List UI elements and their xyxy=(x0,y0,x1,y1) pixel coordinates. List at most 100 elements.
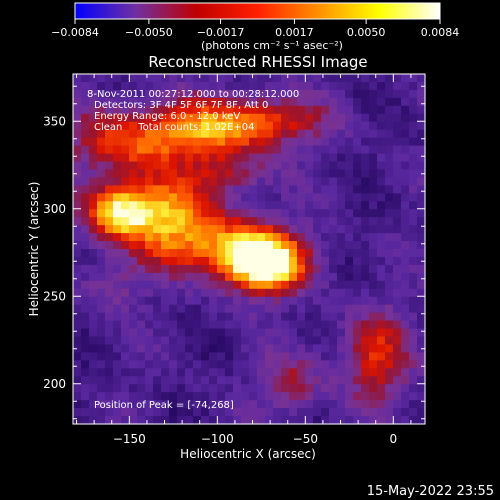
heatmap-cell xyxy=(249,161,258,171)
heatmap-cell xyxy=(401,288,410,298)
heatmap-cell xyxy=(417,288,426,298)
heatmap-cell xyxy=(337,201,346,210)
heatmap-cell xyxy=(177,400,186,409)
heatmap-cell xyxy=(241,352,250,361)
heatmap-cell xyxy=(217,408,226,417)
heatmap-cell xyxy=(97,360,106,369)
heatmap-cell xyxy=(249,169,258,178)
heatmap-cell xyxy=(257,81,266,91)
heatmap-cell xyxy=(161,161,170,171)
heatmap-cell xyxy=(329,352,338,361)
heatmap-cell xyxy=(153,225,162,234)
heatmap-cell xyxy=(153,368,162,377)
heatmap-cell xyxy=(417,336,426,346)
heatmap-cell xyxy=(281,376,290,385)
heatmap-cell xyxy=(249,193,258,202)
heatmap-cell xyxy=(369,113,378,123)
heatmap-cell xyxy=(305,360,314,369)
heatmap-cell xyxy=(177,296,186,306)
heatmap-cell xyxy=(337,416,346,425)
heatmap-cell xyxy=(193,169,202,178)
heatmap-cell xyxy=(353,201,362,210)
heatmap-cell xyxy=(137,217,146,226)
heatmap-cell xyxy=(385,153,394,163)
heatmap-cell xyxy=(225,296,234,306)
heatmap-cell xyxy=(201,169,210,178)
heatmap-cell xyxy=(265,344,274,353)
heatmap-cell xyxy=(209,89,218,99)
heatmap-cell xyxy=(345,81,354,91)
heatmap-cell xyxy=(81,288,90,298)
heatmap-cell xyxy=(217,304,226,314)
heatmap-cell xyxy=(337,177,346,186)
heatmap-cell xyxy=(249,137,258,147)
heatmap-cell xyxy=(249,344,258,353)
heatmap-cell xyxy=(73,408,82,417)
heatmap-cell xyxy=(289,400,298,409)
heatmap-cell xyxy=(257,129,266,139)
heatmap-cell xyxy=(297,209,306,218)
heatmap-cell xyxy=(337,121,346,131)
heatmap-cell xyxy=(385,89,394,99)
heatmap-cell xyxy=(401,217,410,226)
heatmap-cell xyxy=(345,153,354,163)
heatmap-cell xyxy=(393,296,402,306)
heatmap-cell xyxy=(321,352,330,361)
heatmap-cell xyxy=(137,225,146,234)
heatmap-cell xyxy=(169,304,178,314)
heatmap-cell xyxy=(233,153,242,163)
heatmap-cell xyxy=(193,233,202,242)
heatmap-cell xyxy=(201,272,210,282)
heatmap-cell xyxy=(305,376,314,385)
heatmap-cell xyxy=(137,153,146,163)
heatmap-cell xyxy=(273,169,282,178)
heatmap-cell xyxy=(305,129,314,139)
heatmap-cell xyxy=(121,344,130,353)
heatmap-cell xyxy=(129,264,138,274)
heatmap-cell xyxy=(169,376,178,385)
heatmap-cell xyxy=(89,233,98,242)
heatmap-cell xyxy=(305,392,314,401)
heatmap-cell xyxy=(145,272,154,282)
heatmap-cell xyxy=(377,89,386,99)
heatmap-cell xyxy=(369,177,378,186)
heatmap-cell xyxy=(129,344,138,353)
heatmap-cell xyxy=(233,376,242,385)
heatmap-cell xyxy=(121,201,130,210)
heatmap-cell xyxy=(217,185,226,194)
heatmap-cell xyxy=(233,113,242,123)
heatmap-cell xyxy=(289,105,298,115)
heatmap-cell xyxy=(121,241,130,250)
heatmap-cell xyxy=(177,153,186,163)
heatmap-cell xyxy=(321,145,330,155)
heatmap-cell xyxy=(337,209,346,218)
heatmap-cell xyxy=(113,368,122,377)
heatmap-cell xyxy=(385,256,394,266)
heatmap-cell xyxy=(417,352,426,361)
heatmap-cell xyxy=(161,209,170,218)
heatmap-cell xyxy=(201,416,210,425)
heatmap-cell xyxy=(385,328,394,338)
heatmap-cell xyxy=(81,105,90,115)
heatmap-cell xyxy=(97,312,106,322)
heatmap-cell xyxy=(113,288,122,298)
heatmap-cell xyxy=(409,256,418,266)
heatmap-cell xyxy=(321,320,330,330)
heatmap-cell xyxy=(153,137,162,147)
heatmap-cell xyxy=(105,336,114,346)
heatmap-cell xyxy=(233,344,242,353)
heatmap-cell xyxy=(321,376,330,385)
heatmap-cell xyxy=(257,74,266,83)
heatmap-cell xyxy=(393,74,402,83)
heatmap-cell xyxy=(97,74,106,83)
heatmap-cell xyxy=(97,233,106,242)
heatmap-cell xyxy=(177,241,186,250)
heatmap-cell xyxy=(97,408,106,417)
heatmap-cell xyxy=(241,392,250,401)
heatmap-cell xyxy=(369,344,378,353)
heatmap-cell xyxy=(185,312,194,322)
heatmap-cell xyxy=(305,97,314,107)
heatmap-cell xyxy=(209,105,218,115)
heatmap-cell xyxy=(193,185,202,194)
heatmap-cell xyxy=(113,233,122,242)
